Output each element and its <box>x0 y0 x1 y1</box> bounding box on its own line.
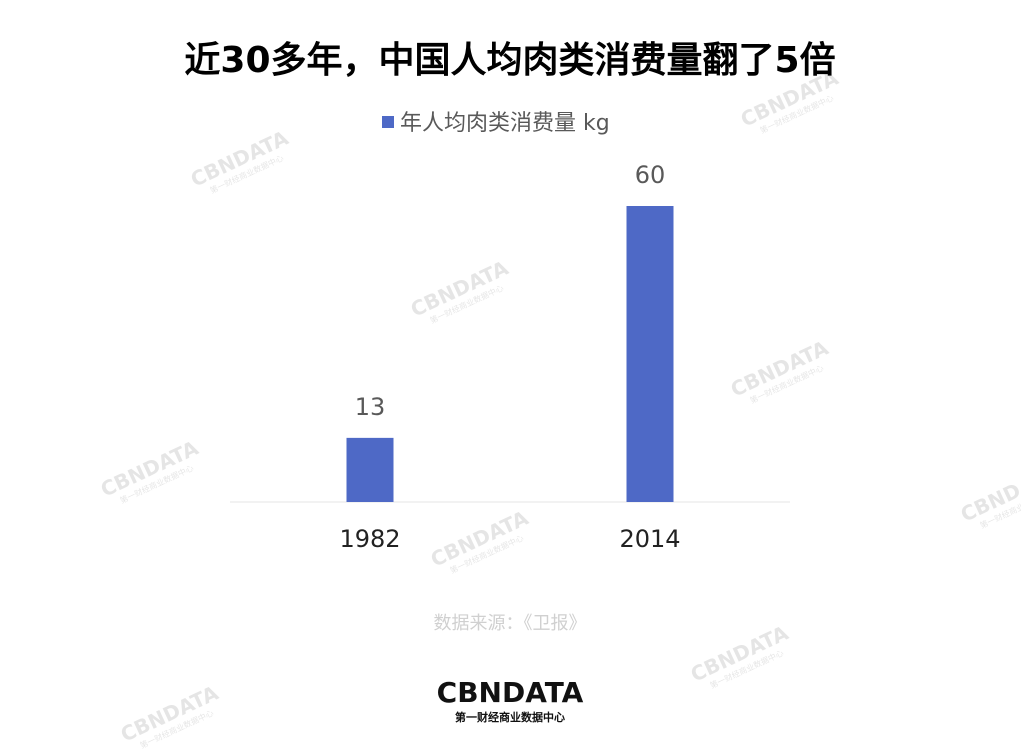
x-tick-label: 1982 <box>339 525 400 553</box>
chart-title: 近30多年，中国人均肉类消费量翻了5倍 <box>184 40 835 81</box>
bar <box>626 206 674 502</box>
value-label: 60 <box>635 161 666 189</box>
bar <box>346 437 394 502</box>
x-tick-label: 2014 <box>619 525 680 553</box>
logo-tagline: 第一财经商业数据中心 <box>455 710 565 724</box>
logo: CBNDATA <box>437 676 584 709</box>
legend-label: 年人均肉类消费量 kg <box>400 111 610 136</box>
value-label: 13 <box>355 393 386 421</box>
source: 数据来源：《卫报》 <box>434 613 587 634</box>
legend-swatch <box>382 116 394 128</box>
